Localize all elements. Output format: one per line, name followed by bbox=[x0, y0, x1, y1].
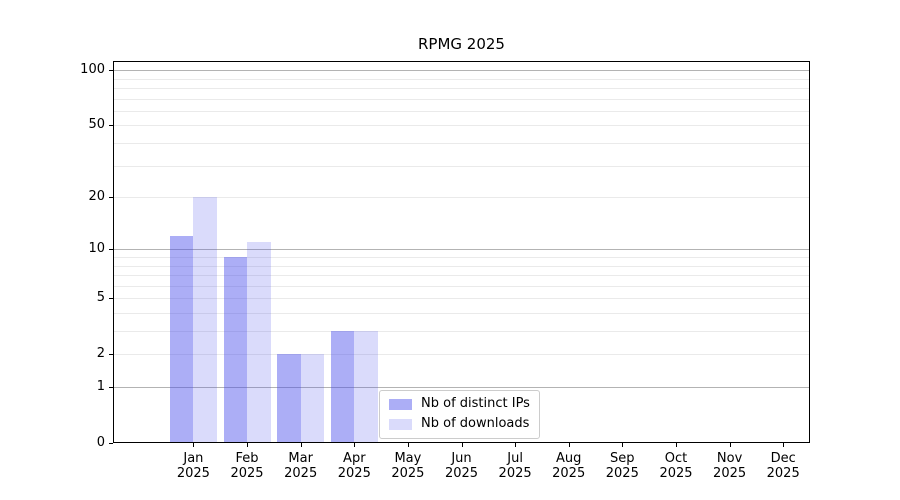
y-tick-50 bbox=[109, 125, 113, 127]
bar-ips-apr bbox=[330, 331, 355, 443]
gridline-minor-2 bbox=[113, 354, 810, 356]
plot-area bbox=[113, 61, 810, 443]
x-tick-label-dec: Dec 2025 bbox=[766, 451, 800, 481]
x-tick-label-aug: Aug 2025 bbox=[552, 451, 586, 481]
y-tick-label-0: 0 bbox=[96, 435, 105, 450]
y-tick-2 bbox=[109, 354, 113, 356]
chart-title: RPMG 2025 bbox=[418, 35, 505, 53]
gridline-minor-5 bbox=[113, 298, 810, 300]
x-tick-jul bbox=[515, 443, 517, 447]
bar-downloads-mar bbox=[300, 354, 325, 443]
legend: Nb of distinct IPs Nb of downloads bbox=[379, 390, 540, 439]
gridline-minor-9 bbox=[113, 256, 810, 258]
x-tick-apr bbox=[354, 443, 356, 447]
bar-ips-feb bbox=[223, 256, 247, 443]
x-tick-nov bbox=[729, 443, 731, 447]
x-tick-label-apr: Apr 2025 bbox=[337, 451, 371, 481]
gridline-minor-6 bbox=[113, 285, 810, 287]
bar-downloads-feb bbox=[247, 242, 271, 443]
x-tick-label-sep: Sep 2025 bbox=[605, 451, 639, 481]
x-tick-dec bbox=[783, 443, 785, 447]
x-tick-label-oct: Oct 2025 bbox=[659, 451, 693, 481]
gridline-minor-3 bbox=[113, 331, 810, 332]
bar-ips-jan bbox=[169, 235, 194, 443]
y-tick-label-1: 1 bbox=[96, 379, 105, 394]
bar-ips-mar bbox=[277, 354, 301, 443]
gridline-minor-7 bbox=[113, 275, 810, 276]
gridline-minor-80 bbox=[113, 87, 810, 89]
legend-swatch-downloads bbox=[389, 418, 412, 430]
gridline-minor-70 bbox=[113, 98, 810, 100]
x-tick-label-may: May 2025 bbox=[391, 451, 425, 481]
legend-item-downloads: Nb of downloads bbox=[389, 416, 530, 432]
x-tick-aug bbox=[568, 443, 570, 447]
gridline-minor-90 bbox=[113, 78, 810, 80]
x-tick-feb bbox=[247, 443, 248, 447]
x-tick-sep bbox=[622, 443, 624, 447]
y-tick-label-10: 10 bbox=[88, 241, 105, 257]
legend-label-distinct-ips: Nb of distinct IPs bbox=[421, 396, 530, 411]
y-tick-100 bbox=[109, 70, 113, 72]
legend-item-distinct-ips: Nb of distinct IPs bbox=[389, 396, 530, 412]
x-tick-oct bbox=[676, 443, 677, 447]
x-tick-label-jun: Jun 2025 bbox=[444, 451, 479, 481]
x-tick-label-nov: Nov 2025 bbox=[713, 451, 747, 481]
y-tick-0 bbox=[109, 443, 113, 444]
gridline-minor-60 bbox=[113, 110, 810, 112]
x-tick-jan bbox=[193, 443, 195, 447]
x-tick-jun bbox=[461, 443, 463, 447]
y-tick-20 bbox=[109, 197, 113, 198]
bar-downloads-apr bbox=[354, 331, 378, 443]
x-tick-may bbox=[407, 443, 409, 447]
gridline-major-10 bbox=[113, 249, 810, 251]
legend-label-downloads: Nb of downloads bbox=[421, 416, 530, 431]
y-tick-label-50: 50 bbox=[88, 117, 105, 133]
bar-downloads-jan bbox=[193, 197, 217, 443]
gridline-minor-50 bbox=[113, 125, 810, 127]
y-tick-label-100: 100 bbox=[80, 62, 105, 78]
y-tick-10 bbox=[109, 249, 113, 251]
x-tick-mar bbox=[300, 443, 302, 447]
y-tick-label-20: 20 bbox=[88, 189, 105, 204]
plot-border bbox=[113, 61, 810, 443]
y-tick-label-5: 5 bbox=[96, 290, 105, 306]
gridline-minor-8 bbox=[113, 265, 810, 267]
y-tick-1 bbox=[109, 387, 113, 388]
gridline-minor-4 bbox=[113, 312, 810, 314]
gridline-major-1 bbox=[113, 387, 810, 388]
y-tick-5 bbox=[109, 298, 113, 300]
x-tick-label-jul: Jul 2025 bbox=[498, 451, 532, 481]
gridline-minor-40 bbox=[113, 142, 810, 144]
legend-swatch-distinct-ips bbox=[389, 398, 412, 410]
gridline-major-100 bbox=[113, 70, 810, 72]
gridline-minor-30 bbox=[113, 165, 810, 167]
x-tick-label-mar: Mar 2025 bbox=[284, 451, 318, 481]
y-tick-label-2: 2 bbox=[96, 346, 105, 362]
x-tick-label-jan: Jan 2025 bbox=[176, 451, 210, 481]
x-tick-label-feb: Feb 2025 bbox=[230, 451, 264, 481]
gridline-minor-20 bbox=[113, 197, 810, 198]
